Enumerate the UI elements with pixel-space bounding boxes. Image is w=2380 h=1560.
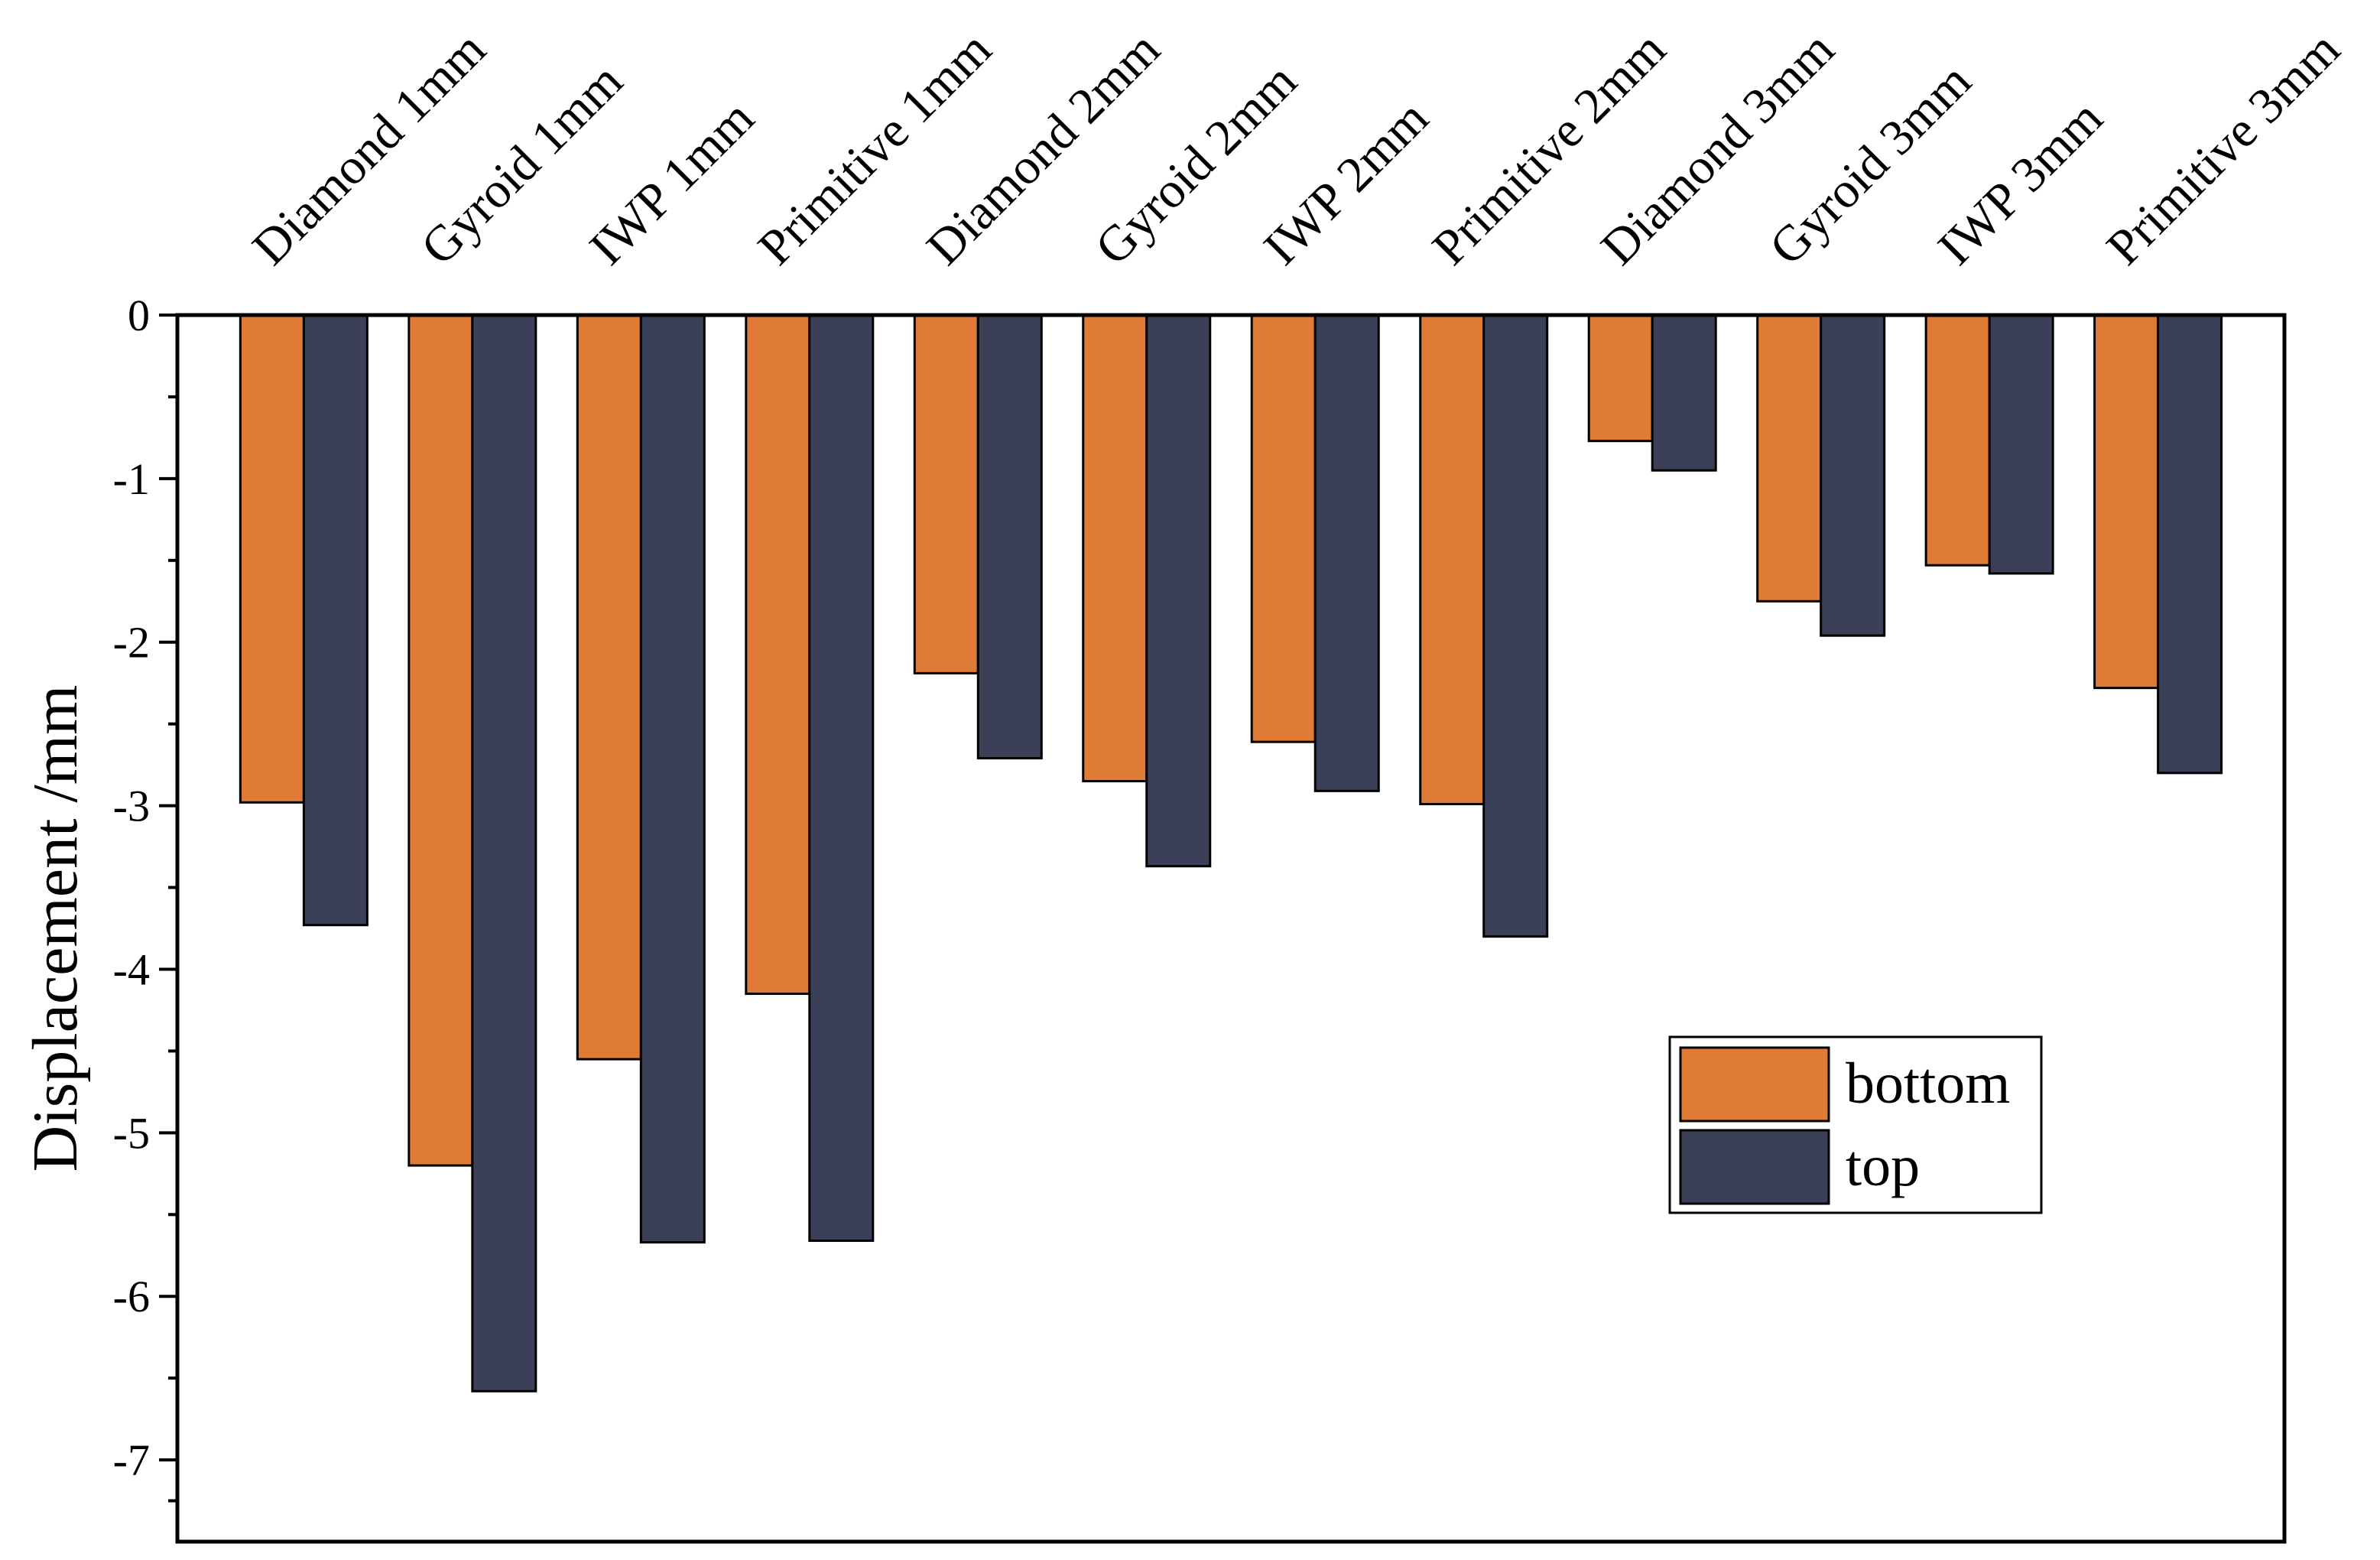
bar [639,314,706,1244]
bar [913,314,979,674]
bar [471,314,537,1393]
bar [1651,314,1717,472]
y-tick-label: -5 [113,1108,150,1158]
bar [1082,314,1148,783]
y-tick-label: -7 [113,1435,150,1485]
bar [576,314,642,1061]
y-tick-label: -4 [113,944,150,994]
bar [1313,314,1380,792]
bar [1924,314,1991,567]
y-tick-label: -3 [113,782,150,831]
bar [1145,314,1212,868]
y-tick-label: -1 [113,454,150,504]
bar [1820,314,1886,637]
bar [2157,314,2223,775]
y-tick-label: 0 [128,291,150,340]
bar [302,314,369,927]
bar [745,314,811,996]
bar [407,314,474,1167]
bar [239,314,305,804]
legend-label: bottom [1846,1051,2010,1116]
x-tick-label: Primitive 3mm [2096,21,2351,276]
y-tick-label: -6 [113,1272,150,1321]
legend-label: top [1846,1134,1920,1198]
bar [1419,314,1485,805]
legend-swatch [1679,1046,1830,1123]
legend-swatch [1679,1129,1830,1205]
bar [2093,314,2160,690]
bar [1250,314,1317,743]
bar [1587,314,1654,443]
bar [1482,314,1549,938]
plot-frame [175,313,2287,1544]
y-tick-label: -2 [113,618,150,668]
y-axis-label: Displacement /mm [20,685,91,1172]
bar [976,314,1043,760]
bar [808,314,875,1242]
bar [1756,314,1823,603]
bar [1988,314,2054,575]
